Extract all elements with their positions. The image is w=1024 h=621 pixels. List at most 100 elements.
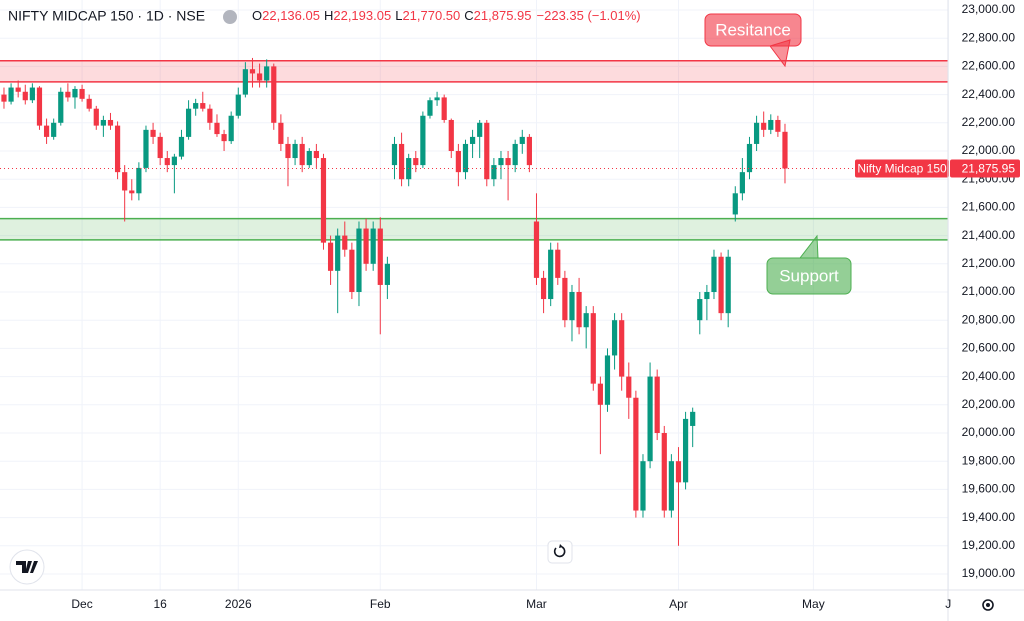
ohlc-key: L bbox=[395, 8, 402, 23]
callout bbox=[766, 257, 852, 295]
y-tick-label: 21,400.00 bbox=[962, 228, 1016, 242]
candle-body bbox=[136, 167, 142, 194]
candle-body bbox=[100, 119, 106, 126]
candle-body bbox=[704, 291, 710, 300]
candle-body bbox=[448, 119, 454, 151]
series-name: Nifty Midcap 150 bbox=[857, 162, 947, 176]
candle-body bbox=[79, 88, 85, 99]
candle-body bbox=[349, 249, 355, 292]
candle-body bbox=[633, 397, 639, 511]
candle-body bbox=[413, 158, 419, 166]
candle-body bbox=[768, 119, 774, 130]
y-tick-label: 21,600.00 bbox=[962, 200, 1016, 214]
candle-body bbox=[221, 134, 227, 142]
candle-body bbox=[420, 115, 426, 166]
candle-body bbox=[604, 355, 611, 405]
candle-body bbox=[65, 91, 71, 98]
ohlc-key: H bbox=[324, 8, 333, 23]
candle-body bbox=[505, 158, 511, 166]
candle-body bbox=[278, 122, 284, 144]
ohlc-key: O bbox=[252, 8, 262, 23]
y-tick-label: 23,000.00 bbox=[962, 2, 1016, 16]
candle-body bbox=[377, 228, 383, 285]
candle-body bbox=[640, 461, 646, 511]
candle-body bbox=[43, 125, 50, 137]
candle-body bbox=[484, 122, 490, 180]
candle-body bbox=[682, 418, 689, 483]
candle-body bbox=[36, 87, 43, 126]
x-tick-label: Apr bbox=[669, 597, 688, 611]
y-tick-label: 19,800.00 bbox=[962, 453, 1016, 467]
x-tick-label: May bbox=[802, 597, 825, 611]
y-tick-label: 21,200.00 bbox=[962, 256, 1016, 270]
candle-body bbox=[285, 143, 291, 159]
candle-body bbox=[363, 228, 369, 264]
x-tick-label: 2026 bbox=[225, 597, 252, 611]
candle-body bbox=[647, 376, 653, 462]
candle-body bbox=[22, 91, 28, 101]
y-tick-label: 22,600.00 bbox=[962, 59, 1016, 73]
candle-body bbox=[654, 376, 660, 433]
x-tick-label: Feb bbox=[370, 597, 391, 611]
candle-body bbox=[93, 108, 99, 126]
reset-button[interactable] bbox=[547, 540, 573, 564]
y-tick-label: 19,000.00 bbox=[962, 566, 1016, 580]
x-tick-label: Mar bbox=[526, 597, 547, 611]
candle-body bbox=[129, 190, 135, 194]
y-tick-label: 20,600.00 bbox=[962, 341, 1016, 355]
candle-body bbox=[51, 122, 57, 137]
callout-text: Resitance bbox=[715, 20, 791, 39]
y-tick-label: 20,400.00 bbox=[962, 369, 1016, 383]
ohlc-value: 21,770.50 bbox=[402, 8, 460, 23]
candle-body bbox=[86, 98, 92, 109]
ohlc-value: 22,136.05 bbox=[262, 8, 320, 23]
settings-button[interactable] bbox=[982, 599, 994, 611]
candle-body bbox=[242, 69, 248, 95]
candle-body bbox=[540, 277, 547, 300]
candle-body bbox=[597, 383, 603, 405]
x-tick-label: 16 bbox=[153, 597, 167, 611]
zone bbox=[0, 60, 948, 82]
y-tick-label: 20,000.00 bbox=[962, 425, 1016, 439]
candle-body bbox=[150, 129, 156, 137]
candle-body bbox=[619, 320, 625, 377]
candle-body bbox=[335, 235, 341, 271]
y-tick-label: 20,200.00 bbox=[962, 397, 1016, 411]
candle-body bbox=[235, 94, 241, 116]
candle-body bbox=[200, 103, 206, 109]
candle-body bbox=[271, 66, 277, 123]
tv-logo[interactable] bbox=[9, 549, 45, 585]
candle-body bbox=[732, 193, 738, 215]
y-tick-label: 19,600.00 bbox=[962, 482, 1016, 496]
candle-body bbox=[441, 97, 447, 120]
bands: Resitance Support bbox=[0, 13, 948, 295]
y-tick-label: 22,400.00 bbox=[962, 87, 1016, 101]
candle-body bbox=[185, 108, 192, 137]
candle-body bbox=[320, 158, 327, 243]
y-tick-label: 21,000.00 bbox=[962, 284, 1016, 298]
candle-body bbox=[327, 242, 334, 271]
candle-body bbox=[143, 129, 149, 168]
candle-body bbox=[661, 432, 667, 511]
candle-body bbox=[292, 143, 298, 159]
price-tag bbox=[950, 159, 1020, 178]
status-dot bbox=[223, 10, 237, 24]
candle-body bbox=[72, 88, 78, 98]
candle-body bbox=[739, 172, 745, 194]
overlay: Nifty Midcap 150 bbox=[0, 159, 949, 178]
candle-body bbox=[746, 143, 753, 173]
candle-body bbox=[562, 277, 568, 321]
candle-body bbox=[498, 158, 504, 166]
candle-body bbox=[256, 73, 263, 81]
candle-body bbox=[675, 461, 682, 483]
candle-body bbox=[477, 122, 483, 137]
candle-body bbox=[611, 320, 618, 356]
candle-body bbox=[306, 150, 312, 166]
candle-body bbox=[171, 156, 177, 166]
candle-body bbox=[391, 143, 398, 166]
y-tick-label: 20,800.00 bbox=[962, 312, 1016, 326]
candle-body bbox=[690, 411, 696, 426]
candle-body bbox=[590, 313, 596, 384]
